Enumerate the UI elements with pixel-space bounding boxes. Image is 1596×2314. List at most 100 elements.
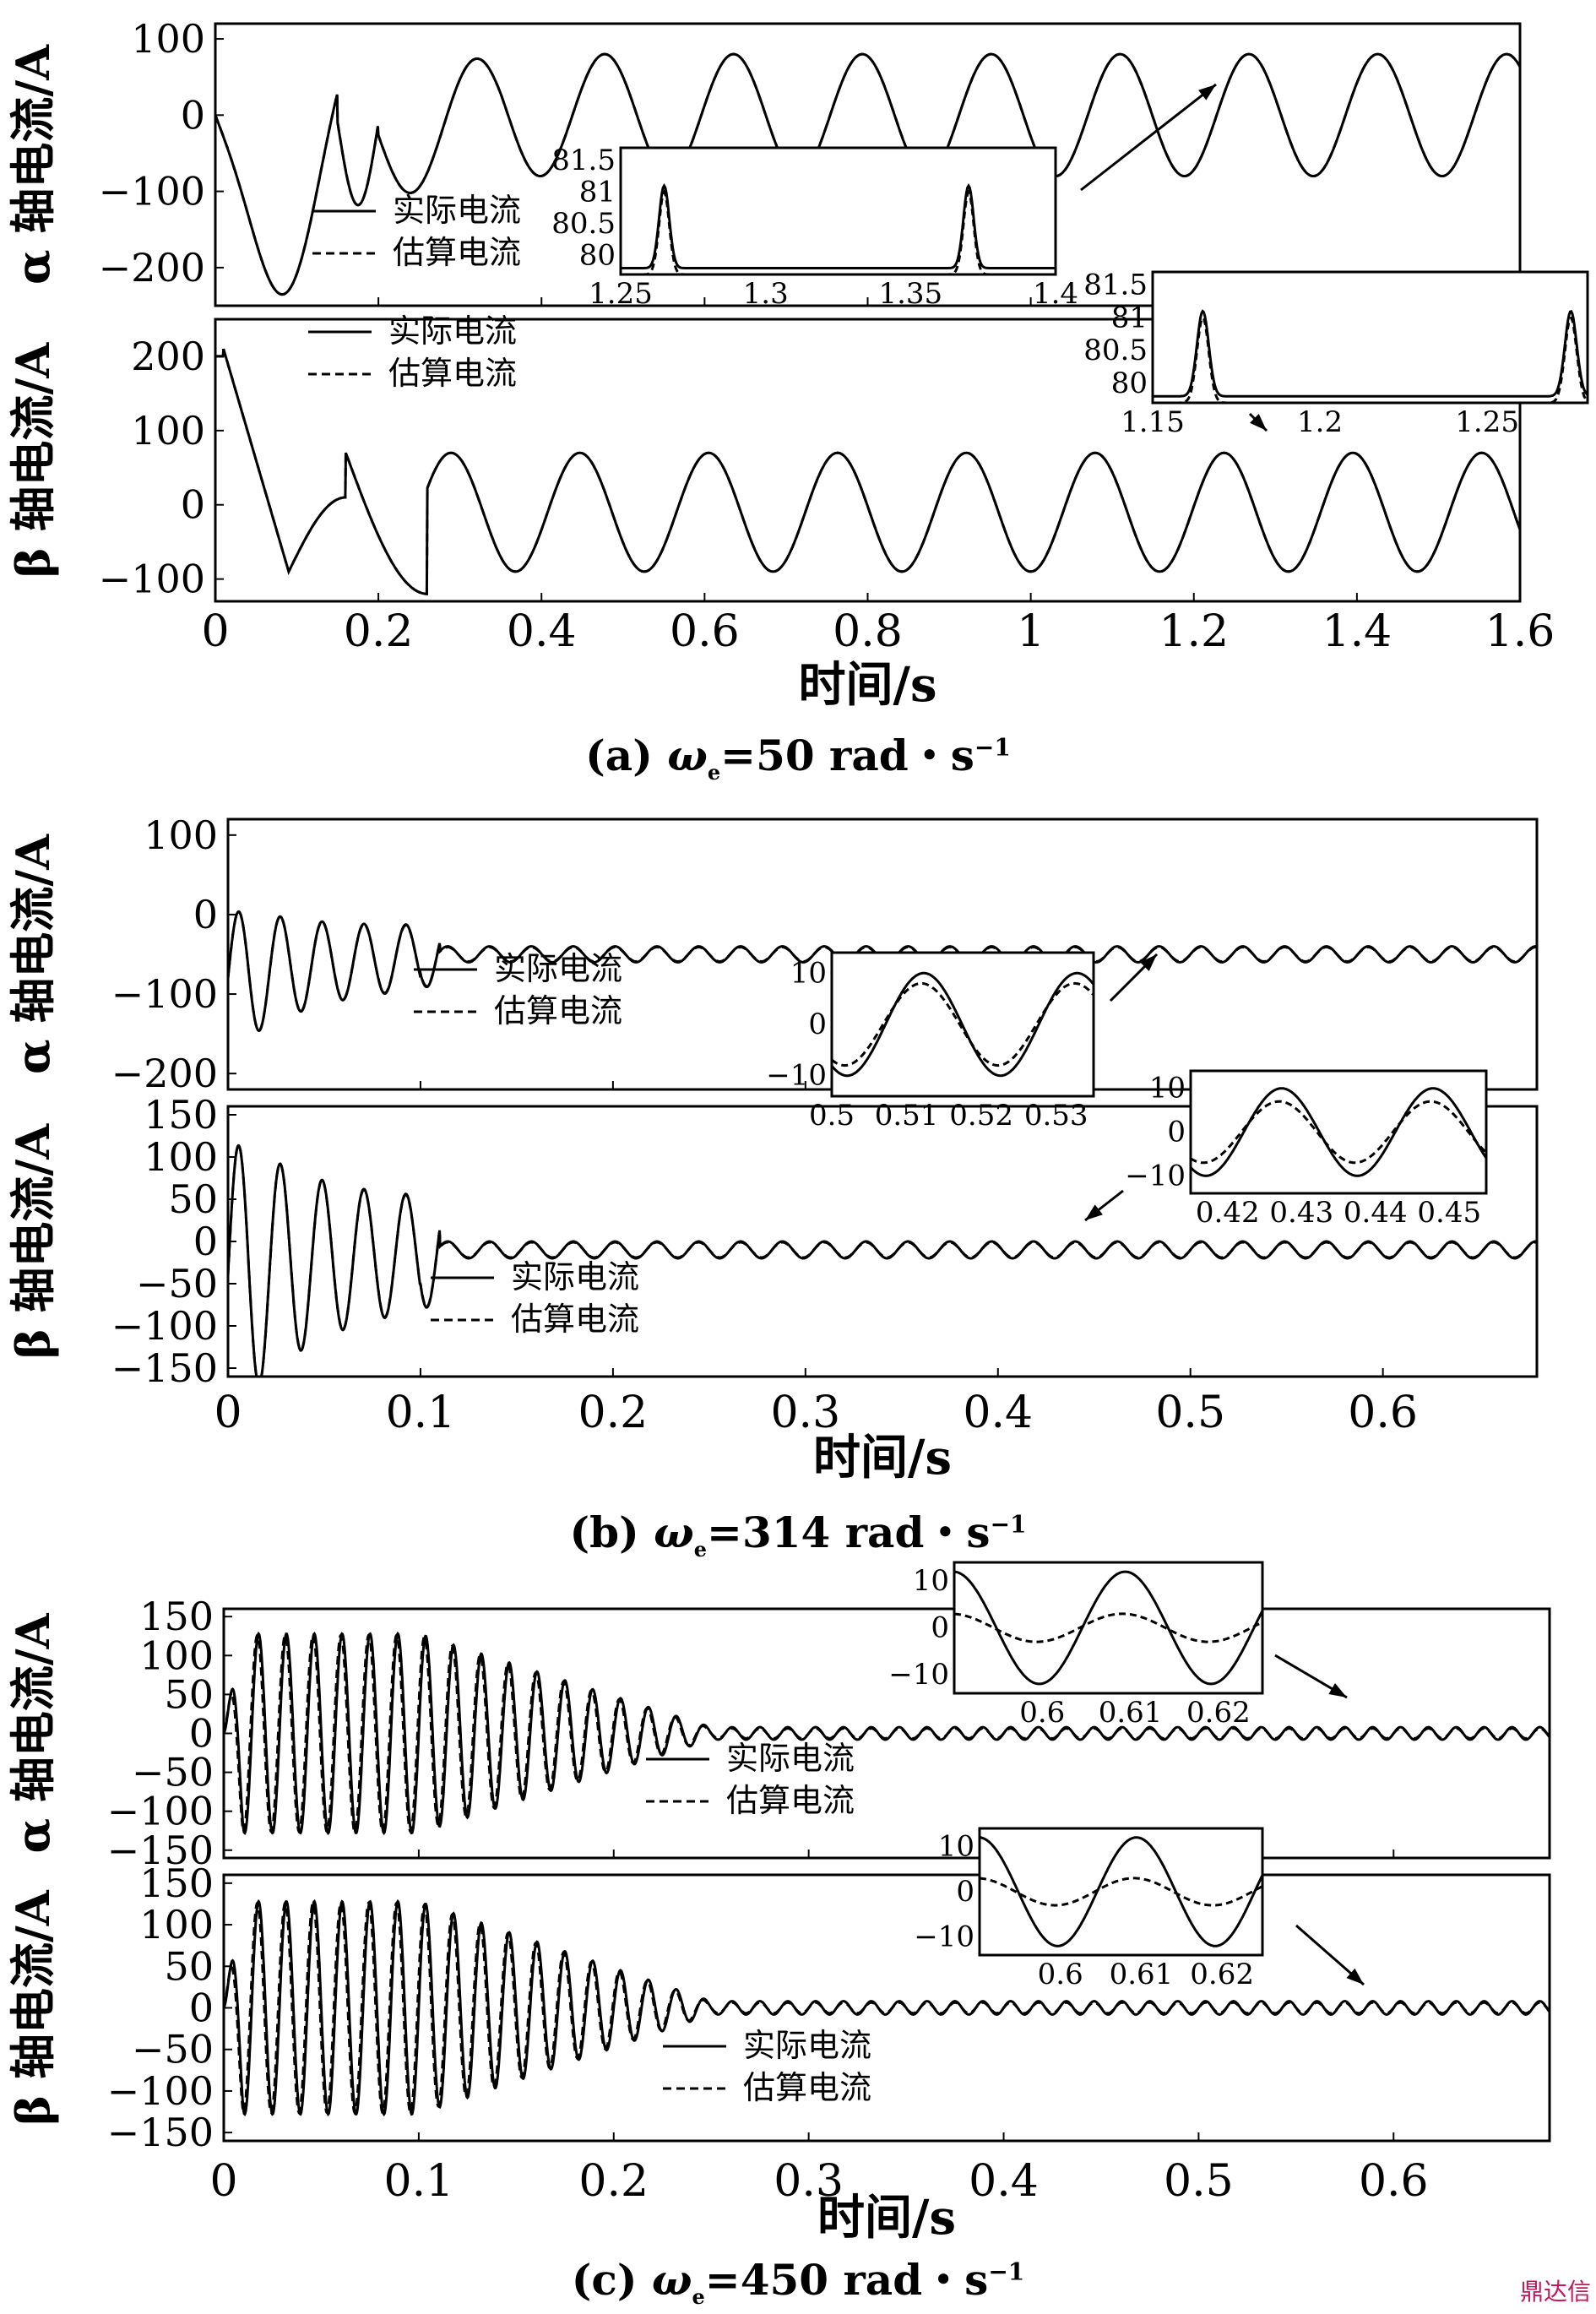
x-axis-label: 时间/s <box>813 1430 952 1486</box>
inset-y-tick-label: 80.5 <box>551 207 616 241</box>
inset: 0.5 0.51 0.52 0.53 10 0 −10 <box>766 951 1095 1133</box>
inset-x-tick-label: 0.61 <box>1110 1958 1174 1991</box>
y-axis-label-beta: β 轴电流/A <box>6 342 60 578</box>
series-actual-line <box>222 1898 1551 2117</box>
legend-actual-label: 实际电流 <box>726 1740 855 1777</box>
legend-estimated-label: 估算电流 <box>388 355 517 392</box>
y-tick-label: 200 <box>131 334 205 379</box>
inset-y-tick-label: 80 <box>1111 367 1148 400</box>
x-tick-label: 0.2 <box>344 606 414 657</box>
inset-x-tick-label: 0.43 <box>1269 1196 1333 1230</box>
zoom-arrowhead <box>1198 84 1216 100</box>
inset-estimated-line <box>621 189 1056 276</box>
x-tick-label: 0 <box>201 606 229 657</box>
caption-b-omega: ω <box>654 1507 694 1557</box>
inset-x-tick-label: 1.25 <box>589 277 653 311</box>
zoom-arrowhead <box>1250 414 1267 431</box>
legend-actual-label: 实际电流 <box>511 1258 639 1296</box>
y-axis-label-alpha: α 轴电流/A <box>6 1612 60 1853</box>
x-tick-label: 0.2 <box>578 2156 649 2207</box>
y-tick-label: 100 <box>139 1902 214 1947</box>
x-tick-label: 0 <box>209 2156 237 2207</box>
caption-a-sup: −1 <box>974 733 1011 762</box>
inset-x-tick-label: 1.2 <box>1297 405 1343 439</box>
inset-y-tick-label: 10 <box>1149 1072 1186 1105</box>
y-tick-label: 50 <box>164 1943 214 1989</box>
inset-y-tick-label: −10 <box>1125 1159 1186 1192</box>
x-tick-label: 1.4 <box>1322 606 1392 657</box>
caption-a: (a) ωe=50 rad・s−1 <box>0 722 1596 785</box>
caption-c-sup: −1 <box>988 2257 1025 2286</box>
y-tick-label: 0 <box>193 892 218 937</box>
zoom-arrowhead <box>1328 1683 1347 1697</box>
zoom-arrowhead <box>1140 954 1157 971</box>
series-actual-line <box>226 1143 1538 1378</box>
inset-y-tick-label: 81 <box>1111 301 1148 334</box>
y-tick-label: 100 <box>144 1134 218 1180</box>
x-tick-label: 0.8 <box>833 606 903 657</box>
legend-estimated-label: 估算电流 <box>494 992 622 1029</box>
y-tick-label: −100 <box>107 2068 214 2114</box>
inset-x-tick-label: 1.25 <box>1455 405 1519 439</box>
x-tick-label: 0 <box>214 1388 242 1438</box>
y-tick-label: 0 <box>181 92 205 138</box>
inset-x-tick-label: 0.44 <box>1344 1196 1408 1230</box>
x-axis-label: 时间/s <box>817 2190 956 2246</box>
series-actual-line <box>222 1631 1551 1836</box>
y-axis-label-alpha: α 轴电流/A <box>6 834 60 1074</box>
series-actual-line <box>215 348 1522 595</box>
caption-b: (b) ωe=314 rad・s−1 <box>0 1499 1596 1562</box>
y-tick-label: 0 <box>181 482 205 528</box>
caption-a-rest: =50 rad・s <box>720 731 974 780</box>
inset-actual-line <box>621 183 1056 269</box>
y-tick-label: 150 <box>144 1092 218 1138</box>
inset-x-tick-label: 0.42 <box>1196 1196 1260 1230</box>
inset-actual-line <box>1189 1087 1488 1177</box>
x-tick-label: 0.6 <box>1359 2156 1429 2207</box>
y-tick-label: −200 <box>99 245 205 291</box>
caption-c: (c) ωe=450 rad・s−1 <box>0 2246 1596 2309</box>
x-tick-label: 0.5 <box>1164 2156 1234 2207</box>
y-tick-label: −100 <box>99 169 205 215</box>
inset-estimated-line <box>953 1612 1263 1643</box>
caption-b-sup: −1 <box>990 1510 1027 1539</box>
inset-x-tick-label: 0.53 <box>1024 1099 1088 1133</box>
zoom-arrowhead <box>1346 1968 1364 1985</box>
zoom-arrowhead <box>1085 1204 1103 1220</box>
zoom-arrow <box>1080 83 1217 192</box>
inset-frame <box>1189 1069 1488 1195</box>
inset-y-tick-label: 81 <box>579 176 616 209</box>
inset-y-tick-label: 80 <box>579 239 616 273</box>
y-axis-label-alpha: α 轴电流/A <box>6 44 60 285</box>
y-tick-label: 50 <box>164 1671 214 1717</box>
legend-estimated-label: 估算电流 <box>511 1301 639 1338</box>
caption-c-rest: =450 rad・s <box>704 2255 989 2305</box>
inset-x-tick-label: 1.3 <box>743 277 789 311</box>
inset-y-tick-label: 81.5 <box>551 144 616 177</box>
y-axis-label-beta: β 轴电流/A <box>6 1889 60 2125</box>
caption-b-sub: e <box>693 1537 708 1562</box>
y-tick-label: −150 <box>107 2110 214 2155</box>
x-tick-label: 0.5 <box>1155 1388 1225 1438</box>
y-tick-label: −150 <box>111 1345 218 1391</box>
inset-x-tick-label: 0.6 <box>1038 1958 1083 1991</box>
y-tick-label: −100 <box>107 1789 214 1834</box>
y-tick-label: −50 <box>132 2027 214 2072</box>
legend-estimated-label: 估算电流 <box>393 234 521 271</box>
inset-y-tick-label: 80.5 <box>1083 334 1148 367</box>
inset-x-tick-label: 0.52 <box>949 1099 1013 1133</box>
inset-x-tick-label: 0.62 <box>1186 1696 1251 1730</box>
x-tick-label: 0.2 <box>578 1388 649 1438</box>
y-tick-label: −100 <box>111 971 218 1017</box>
inset: 0.6 0.61 0.62 10 0 −10 <box>888 1561 1264 1730</box>
x-tick-label: 0.1 <box>384 2156 454 2207</box>
x-tick-label: 0.1 <box>386 1388 456 1438</box>
inset-frame <box>619 146 1057 276</box>
y-tick-label: 100 <box>139 1632 214 1678</box>
